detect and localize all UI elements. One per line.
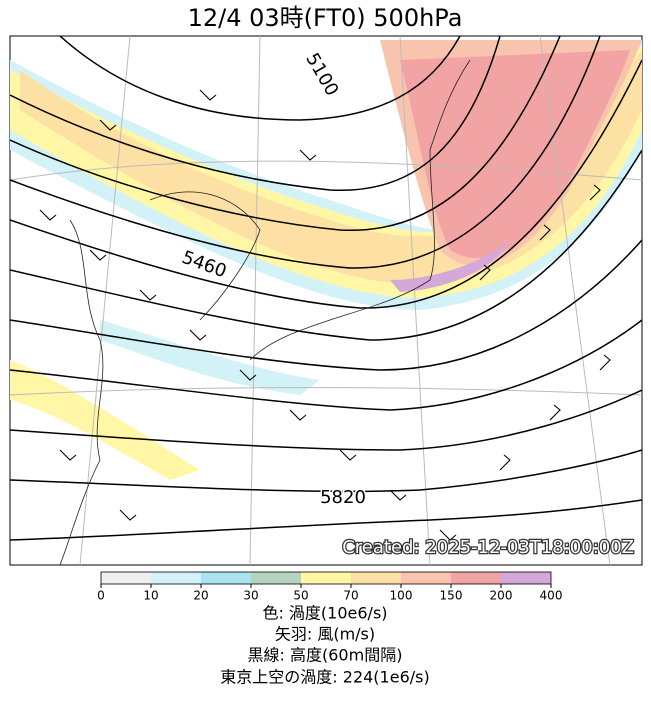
- wind-barbs: [39, 89, 611, 541]
- colorbar-tick-label: 150: [440, 589, 463, 603]
- colorbar-segment: [101, 572, 151, 584]
- colorbar-segment: [451, 572, 501, 584]
- map: 5100 5460 5820 Created: 2025-12-03T18:00…: [9, 35, 643, 566]
- colorbar-segment: [351, 572, 401, 584]
- colorbar-segment: [301, 572, 351, 584]
- title: 12/4 03時(FT0) 500hPa: [188, 4, 463, 32]
- map-content: 5100 5460 5820 Created: 2025-12-03T18:00…: [10, 36, 642, 565]
- legend-line: 色: 渦度(10e6/s): [262, 604, 387, 623]
- colorbar-frame: [100, 571, 552, 585]
- colorbar-segment: [401, 572, 451, 584]
- colorbar-tick-label: 70: [343, 589, 358, 603]
- legend-line: 東京上空の渦度: 224(1e6/s): [220, 668, 429, 687]
- colorbar-tick-label: 100: [390, 589, 413, 603]
- colorbar-segment: [251, 572, 301, 584]
- colorbar-segment: [501, 572, 551, 584]
- colorbar-tick-label: 50: [293, 589, 308, 603]
- colorbar-tick-label: 10: [143, 589, 158, 603]
- legend-line: 矢羽: 風(m/s): [275, 625, 375, 644]
- contour-label: 5820: [320, 487, 366, 508]
- created-stamp: Created: 2025-12-03T18:00:00Z: [342, 537, 634, 558]
- colorbar-tick-label: 30: [243, 589, 258, 603]
- colorbar-tick-label: 200: [490, 589, 513, 603]
- colorbar: 0 10 20 30 50 70 100 150 200 400: [97, 571, 563, 603]
- colorbar-tick-label: 20: [193, 589, 208, 603]
- legend-line: 黒線: 高度(60m間隔): [248, 646, 403, 665]
- colorbar-segment: [201, 572, 251, 584]
- colorbar-segment: [151, 572, 201, 584]
- colorbar-tick-label: 400: [540, 589, 563, 603]
- colorbar-tick-label: 0: [97, 589, 105, 603]
